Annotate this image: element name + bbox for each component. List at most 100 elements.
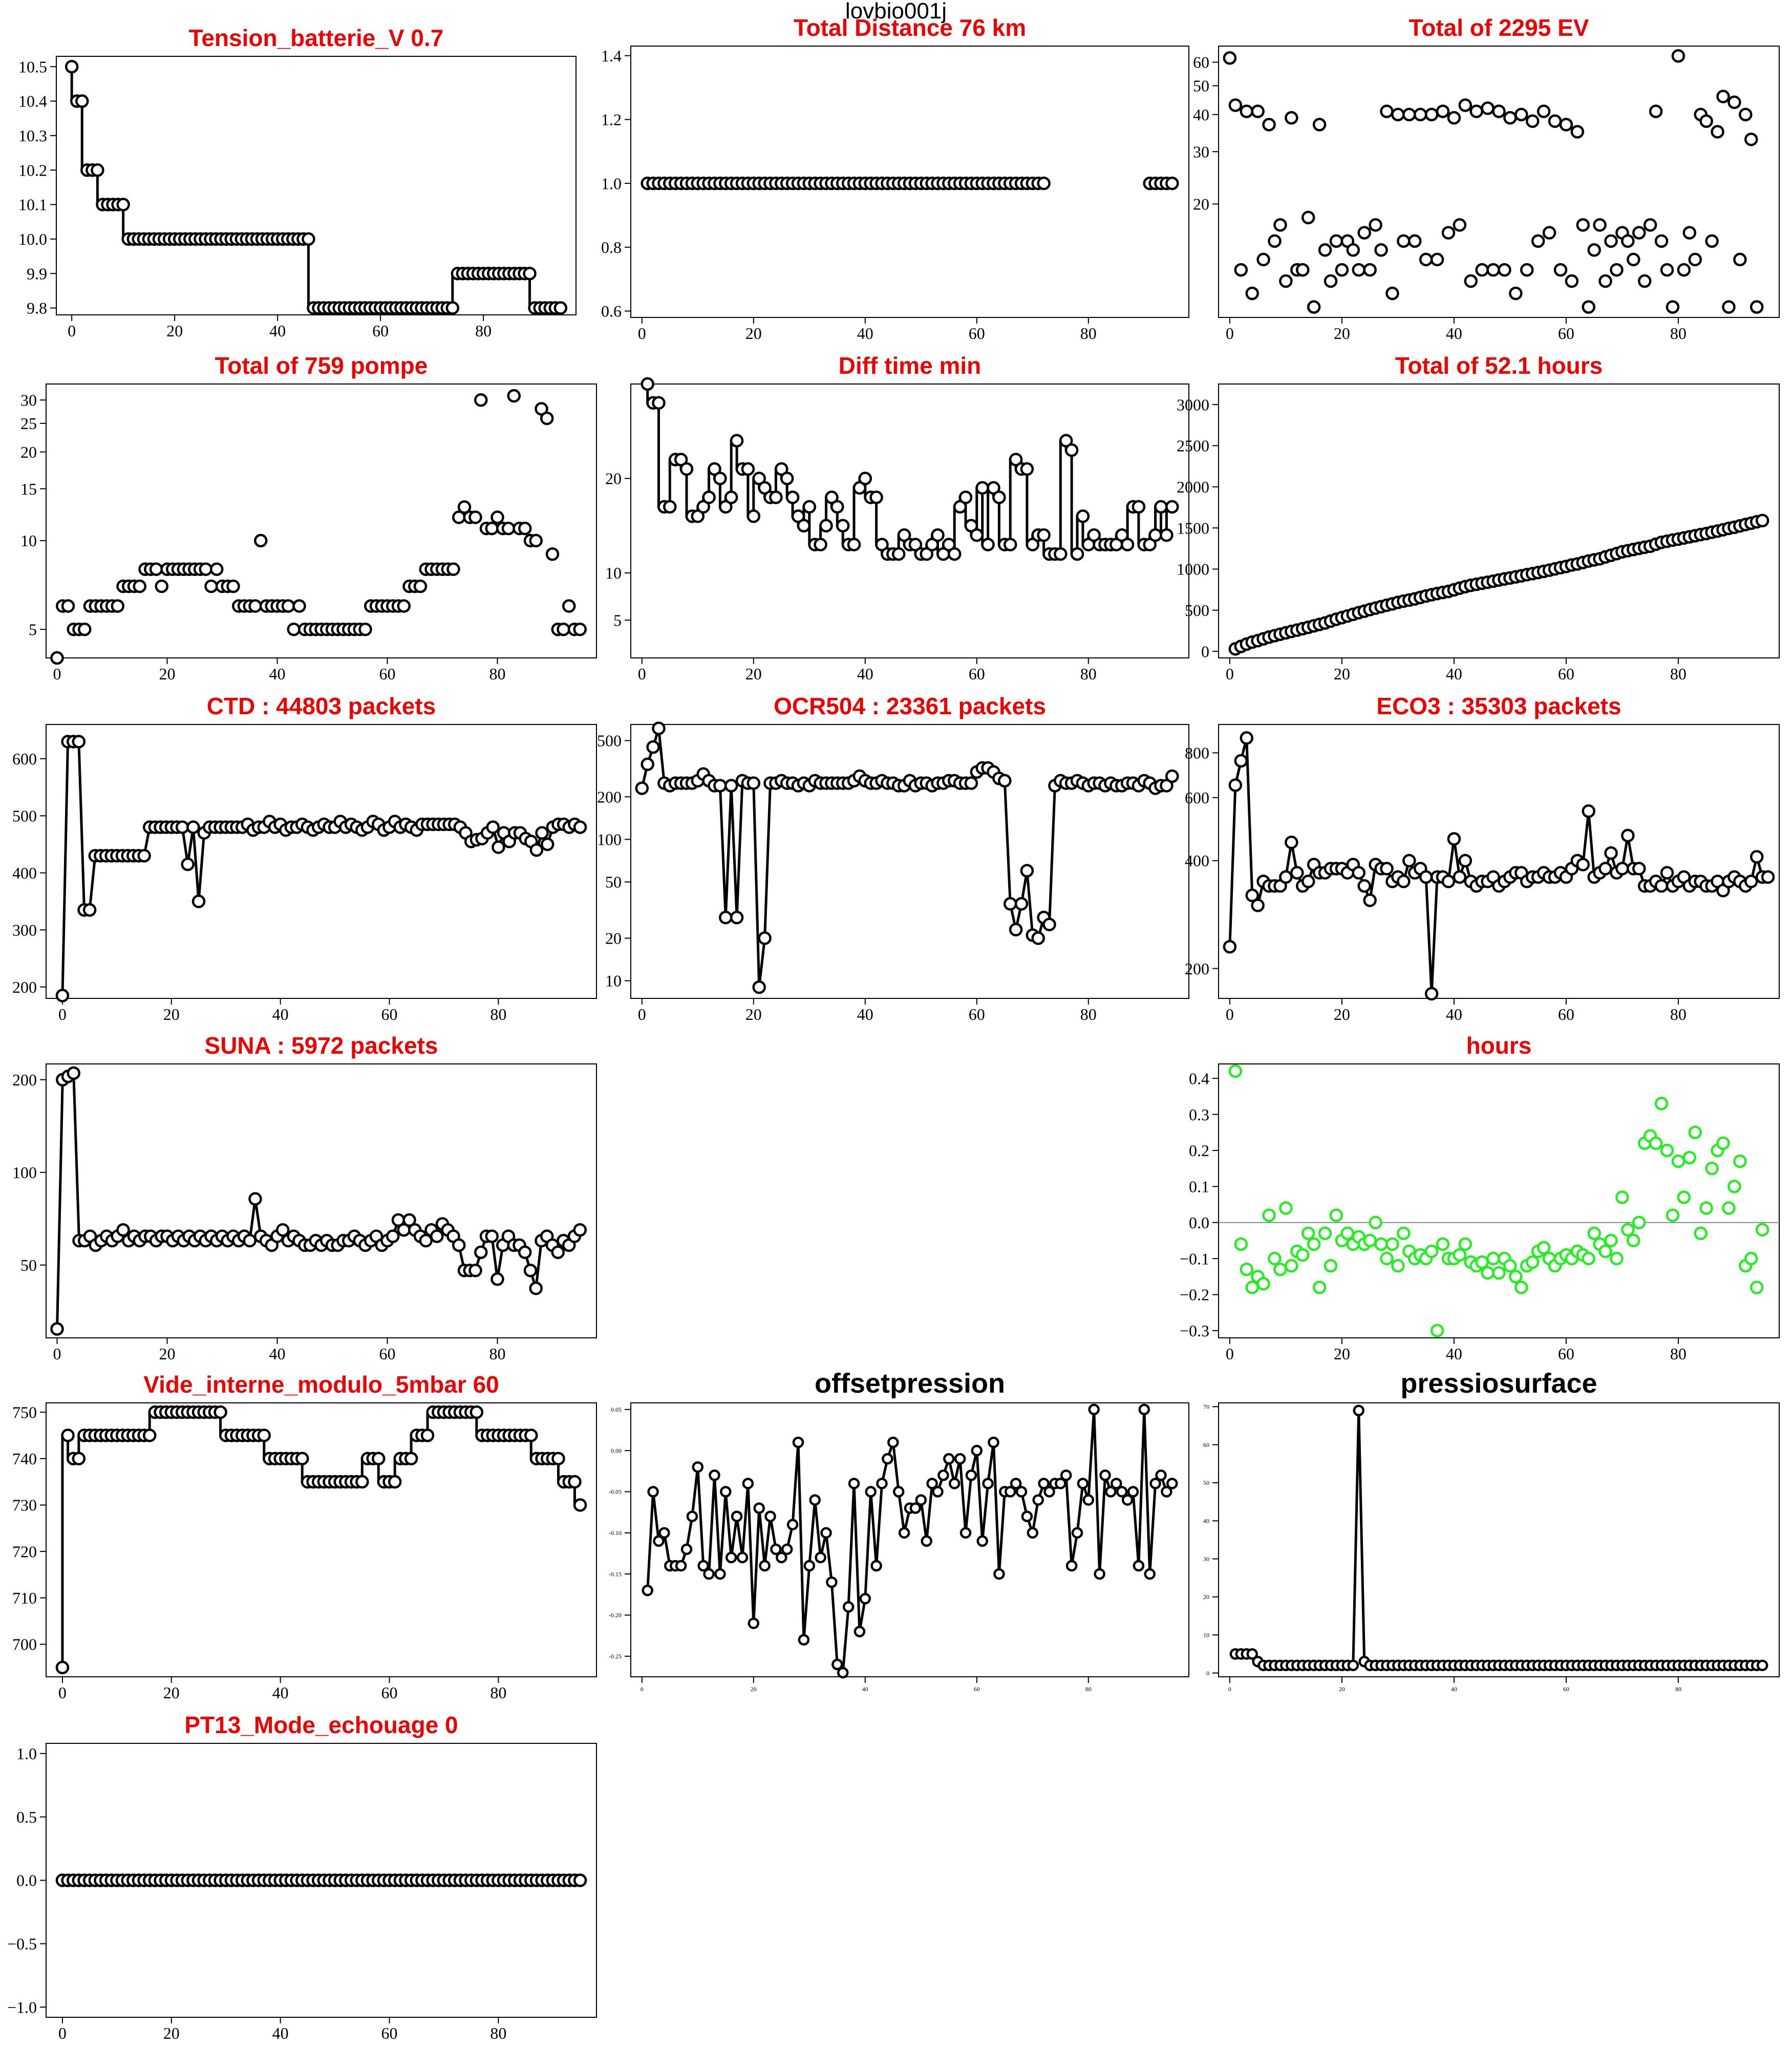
data-point <box>1127 1486 1139 1498</box>
data-point <box>1413 108 1427 121</box>
data-point <box>803 1560 816 1572</box>
y-tick-label: 500 <box>1185 601 1209 620</box>
series-line <box>61 1411 581 1668</box>
x-tick-label: 0 <box>68 322 76 340</box>
data-point <box>836 519 850 532</box>
data-point <box>474 1245 488 1260</box>
plot-frame <box>46 383 597 658</box>
plot-frame <box>46 724 597 999</box>
data-point <box>1559 118 1573 132</box>
y-tick-label: 50 <box>605 873 622 891</box>
data-point <box>1570 125 1585 139</box>
data-point <box>1335 263 1349 277</box>
data-point <box>921 1535 932 1547</box>
chart-difftime: Diff time min 0 20 40 60 80 5 10 20 <box>605 352 1189 683</box>
data-point <box>675 1560 687 1572</box>
y-tick-label: 720 <box>12 1542 37 1561</box>
y-tick-label: 50 <box>1193 77 1209 95</box>
y-tick-label: −0.5 <box>7 1935 37 1953</box>
x-tick-label: 0 <box>1226 1005 1234 1023</box>
chart-suna: SUNA : 5972 packets 0 20 40 60 80 50 100 200 <box>12 1032 597 1363</box>
data-point <box>518 521 532 536</box>
data-point <box>1604 1233 1618 1248</box>
data-point <box>61 1428 75 1442</box>
data-point <box>1666 1208 1680 1222</box>
data-point <box>948 1478 961 1489</box>
data-point <box>562 599 576 613</box>
data-point <box>1441 226 1456 240</box>
x-tick-label: 60 <box>1558 665 1574 683</box>
data-point <box>468 1264 482 1277</box>
data-point <box>1380 862 1394 876</box>
y-tick-label: −0.2 <box>1180 1286 1209 1304</box>
data-point <box>1037 176 1051 190</box>
data-point <box>1419 252 1433 267</box>
data-point <box>82 903 97 917</box>
data-point <box>523 1264 538 1277</box>
data-point <box>1525 114 1540 128</box>
data-point <box>50 1322 64 1336</box>
data-point <box>1397 234 1411 248</box>
data-point <box>1615 862 1629 876</box>
data-point <box>1744 132 1758 146</box>
y-tick-label: 10.5 <box>18 57 47 76</box>
x-tick-label: 60 <box>1558 1345 1574 1363</box>
data-point <box>971 1444 983 1457</box>
data-point <box>1486 263 1500 277</box>
data-point <box>1744 874 1758 888</box>
x-tick-label: 80 <box>490 1683 506 1702</box>
data-point <box>697 1560 709 1572</box>
data-point <box>1705 1161 1719 1176</box>
data-point <box>295 1452 309 1466</box>
data-point <box>1121 1494 1134 1506</box>
y-tick-label: 2000 <box>1177 478 1209 496</box>
data-point <box>573 622 587 636</box>
data-point <box>1593 218 1607 232</box>
data-point <box>725 1551 737 1564</box>
plot-frame <box>1218 1402 1780 1677</box>
data-point <box>276 1223 290 1237</box>
x-tick-label: 20 <box>1334 324 1350 343</box>
chart-title: ECO3 : 35303 packets <box>1376 693 1621 719</box>
data-point <box>1380 1251 1394 1266</box>
data-point <box>468 510 482 524</box>
data-point <box>518 1245 532 1260</box>
y-tick-label: 600 <box>1185 788 1209 807</box>
data-point <box>1021 1510 1033 1522</box>
y-tick-label: 400 <box>12 864 37 882</box>
x-tick-label: 20 <box>163 1683 180 1702</box>
plot-frame <box>630 724 1189 999</box>
data-point <box>287 622 301 636</box>
data-point <box>797 519 811 532</box>
data-point <box>758 931 772 945</box>
data-point <box>814 538 827 551</box>
x-tick-label: 20 <box>163 1005 180 1023</box>
data-point <box>769 490 783 504</box>
data-point <box>386 1229 400 1243</box>
plot-frame <box>630 1402 1189 1677</box>
data-point <box>1430 1324 1444 1338</box>
data-point <box>876 1478 888 1489</box>
data-point <box>529 843 544 857</box>
data-point <box>1419 870 1433 884</box>
data-point <box>959 1527 972 1539</box>
x-tick-label: 80 <box>1670 324 1687 343</box>
data-point <box>1587 1226 1601 1241</box>
data-point <box>1576 858 1590 871</box>
data-point <box>1424 987 1439 1001</box>
data-point <box>1009 923 1023 936</box>
data-point <box>635 781 649 795</box>
data-point <box>1340 1226 1355 1241</box>
data-point <box>292 599 306 613</box>
data-point <box>1408 234 1422 248</box>
data-point <box>1385 286 1399 301</box>
x-tick-label: 60 <box>372 322 389 340</box>
data-point <box>1148 528 1162 542</box>
data-point <box>1733 252 1747 267</box>
data-point <box>1020 864 1034 878</box>
data-point <box>1369 1215 1382 1229</box>
data-point <box>1514 1281 1528 1294</box>
x-tick-label: 80 <box>489 1345 506 1363</box>
data-point <box>492 840 505 854</box>
data-point <box>1165 769 1179 783</box>
